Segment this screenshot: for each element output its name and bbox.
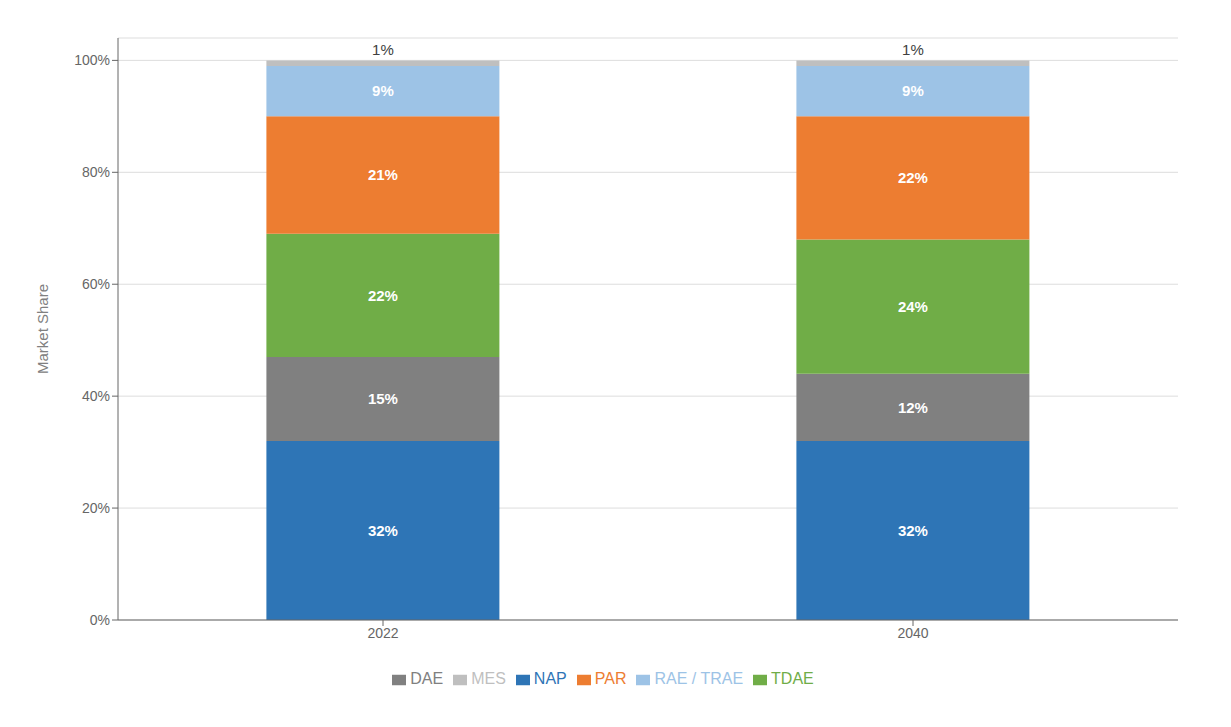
svg-text:12%: 12% [898, 399, 928, 416]
svg-text:32%: 32% [898, 522, 928, 539]
svg-text:40%: 40% [82, 388, 110, 404]
svg-text:1%: 1% [902, 41, 924, 58]
svg-text:9%: 9% [902, 82, 924, 99]
html-text:NAP: NAP [533, 670, 567, 687]
svg-text:22%: 22% [368, 287, 398, 304]
svg-text:21%: 21% [368, 166, 398, 183]
svg-text:15%: 15% [368, 390, 398, 407]
html-text:RAE / TRAE: RAE / TRAE [654, 670, 744, 687]
svg-text:2040: 2040 [897, 625, 928, 641]
svg-text:60%: 60% [82, 276, 110, 292]
svg-text:1%: 1% [372, 41, 394, 58]
svg-text:2022: 2022 [367, 625, 398, 641]
svg-text:22%: 22% [898, 169, 928, 186]
html-text:PAR: PAR [594, 670, 627, 687]
svg-text:0%: 0% [90, 612, 110, 628]
html-text:MES: MES [471, 670, 506, 687]
svg-text:80%: 80% [82, 164, 110, 180]
svg-text:9%: 9% [372, 82, 394, 99]
svg-text:100%: 100% [74, 52, 110, 68]
html-text:TDAE: TDAE [771, 670, 814, 687]
svg-text:Market Share: Market Share [34, 284, 51, 374]
svg-text:24%: 24% [898, 298, 928, 315]
svg-text:32%: 32% [368, 522, 398, 539]
html-text:DAE: DAE [410, 670, 444, 687]
svg-text:20%: 20% [82, 500, 110, 516]
